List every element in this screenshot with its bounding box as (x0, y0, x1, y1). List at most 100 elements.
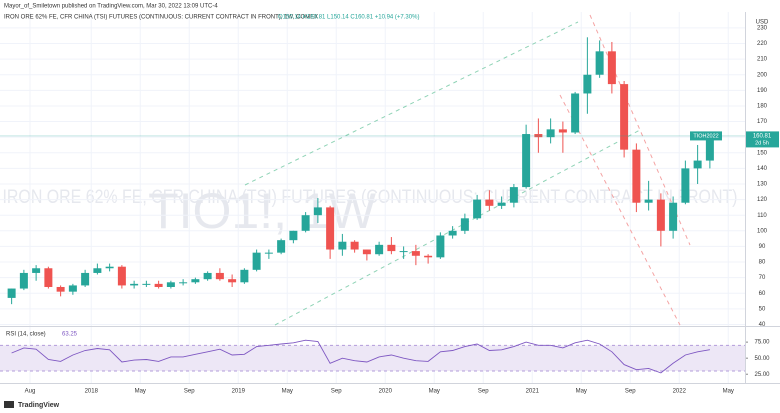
x-tick-label: May (282, 389, 293, 395)
y-tick-label: 40 (759, 322, 766, 328)
candle-body (93, 268, 102, 273)
candle-body (301, 215, 310, 231)
y-tick-label: 230 (757, 26, 768, 32)
x-tick-label: Sep (331, 389, 342, 395)
candle-body (215, 272, 224, 280)
x-tick-label: 2020 (379, 389, 393, 395)
candle-body (32, 268, 41, 273)
candle-body (607, 51, 616, 85)
y-tick-label: 210 (757, 57, 768, 63)
candle-body (644, 199, 653, 203)
candle-body (448, 230, 457, 236)
y-tick-label: 60 (759, 291, 766, 297)
candle-body (252, 252, 261, 270)
candle-body (56, 286, 65, 292)
y-tick-label: 140 (757, 166, 768, 172)
rsi-value: 63.25 (62, 332, 78, 338)
candle-body (313, 207, 322, 216)
candle-body (705, 135, 714, 161)
y-tick-label: 190 (757, 88, 768, 94)
candle-body (362, 249, 371, 255)
candle-body (546, 129, 555, 138)
candle-body (338, 241, 347, 250)
candle-body (166, 282, 175, 287)
contract-label: TIOH2022 (693, 133, 718, 139)
x-tick-label: Sep (625, 389, 636, 395)
rsi-tick-label: 25.00 (754, 372, 770, 378)
candle-body (130, 283, 139, 286)
candle-body (105, 266, 114, 269)
candle-body (436, 235, 445, 258)
candle-body (387, 244, 396, 252)
rsi-title: RSI (14, close) (6, 332, 46, 338)
countdown-label: 2d 5h (755, 140, 769, 146)
candle-body (375, 244, 384, 255)
candle-body (154, 283, 163, 287)
x-tick-label: May (429, 389, 440, 395)
candle-body (534, 134, 543, 138)
candle-body (326, 207, 335, 250)
candle-body (191, 279, 200, 283)
candle-body (669, 202, 678, 231)
x-tick-label: Aug (25, 389, 36, 395)
candle-body (264, 252, 273, 254)
candle-body (473, 199, 482, 219)
watermark-name: IRON ORE 62% FE, CFR CHINA (TSI) FUTURES… (3, 187, 738, 208)
candle-body (350, 241, 359, 250)
candle-body (117, 266, 126, 286)
y-tick-label: 80 (759, 260, 766, 266)
candle-body (485, 199, 494, 206)
candle-body (142, 283, 151, 285)
candle-body (68, 285, 77, 292)
symbol: IRON ORE 62% FE, CFR CHINA (TSI) FUTURES… (4, 15, 318, 21)
currency: USD (756, 20, 769, 26)
logo-icon (4, 401, 14, 408)
candle-body (424, 255, 433, 258)
candle-body (19, 272, 28, 289)
y-tick-label: 120 (757, 197, 768, 203)
trend-line (559, 94, 681, 326)
candle-body (693, 160, 702, 169)
price-box (746, 131, 779, 148)
x-tick-label: May (135, 389, 146, 395)
x-tick-label: 2021 (526, 389, 540, 395)
candle-body (583, 74, 592, 94)
y-tick-label: 100 (757, 228, 768, 234)
rsi-band (0, 345, 745, 372)
trend-line (244, 21, 579, 186)
candle-body (179, 282, 188, 284)
candle-body (460, 218, 469, 231)
y-tick-label: 200 (757, 72, 768, 78)
candle-body (44, 268, 53, 287)
rsi-line (11, 339, 710, 374)
candle-body (203, 272, 212, 280)
candle-body (595, 51, 604, 75)
trend-line (274, 129, 641, 326)
y-tick-label: 50 (759, 306, 766, 312)
candle-body (277, 240, 286, 253)
candle-body (81, 272, 90, 286)
y-tick-label: 90 (759, 244, 766, 250)
y-tick-label: 170 (757, 119, 768, 125)
x-tick-label: 2019 (232, 389, 246, 395)
candle-body (656, 199, 665, 231)
candle-body (240, 269, 249, 283)
x-tick-label: Sep (184, 389, 195, 395)
rsi-tick-label: 75.00 (754, 340, 770, 346)
candle-body (558, 129, 567, 133)
y-tick-label: 150 (757, 150, 768, 156)
contract-box (690, 131, 722, 141)
y-tick-label: 220 (757, 41, 768, 47)
publisher: Mayor_of_Smiletown published on TradingV… (4, 4, 218, 10)
candle-body (289, 230, 298, 241)
y-tick-label: 110 (757, 213, 767, 219)
last-price-label: 160.81 (753, 133, 772, 139)
candle-body (509, 187, 518, 203)
footer-logo: TradingView (18, 402, 60, 409)
ohlc: O150.14 H160.81 L150.14 C160.81 +10.94 (… (278, 15, 419, 21)
x-tick-label: 2022 (673, 389, 687, 395)
candle-body (571, 93, 580, 133)
candle-body (681, 168, 690, 203)
